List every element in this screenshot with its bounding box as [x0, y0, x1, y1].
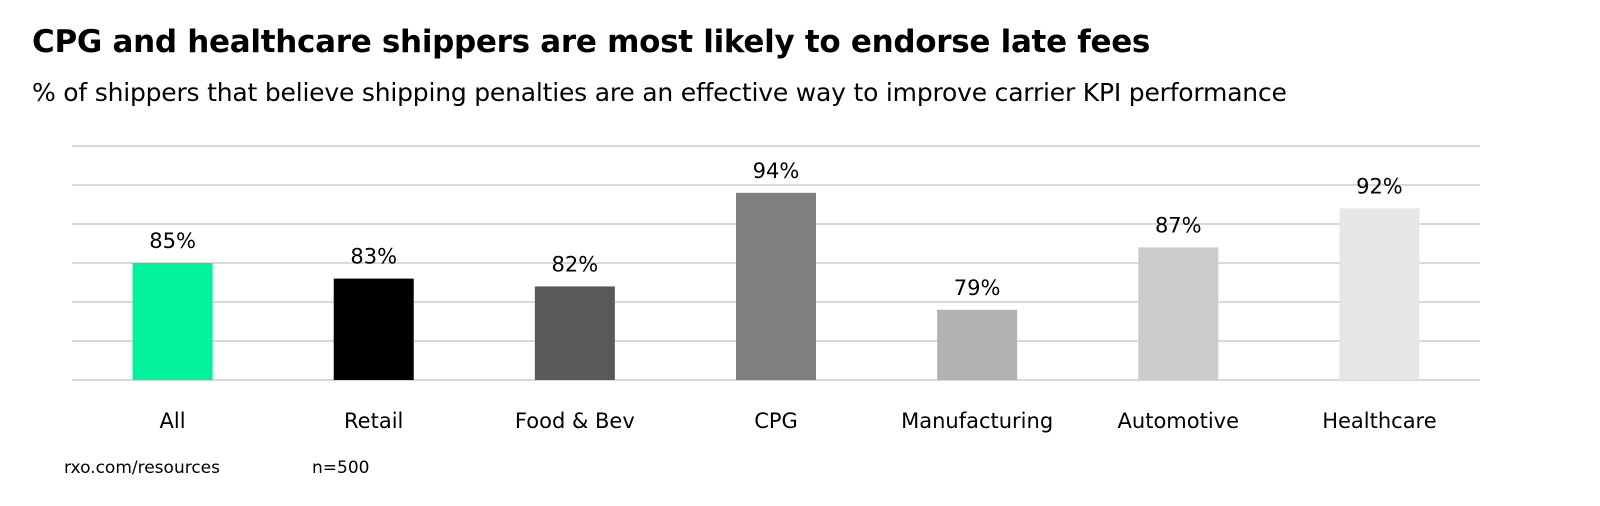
- x-tick-label: Healthcare: [1322, 409, 1436, 433]
- bar-manufacturing: [937, 309, 1018, 380]
- x-tick-label: Manufacturing: [901, 409, 1053, 433]
- chart-title: CPG and healthcare shippers are most lik…: [32, 24, 1151, 60]
- data-label: 79%: [954, 276, 1001, 300]
- data-label: 82%: [552, 252, 599, 276]
- bar-all: [132, 263, 213, 380]
- data-label: 83%: [350, 245, 397, 269]
- x-tick-label: Automotive: [1118, 409, 1239, 433]
- x-tick-label: Retail: [344, 409, 403, 433]
- source-text: rxo.com/resources: [64, 458, 220, 478]
- x-tick-label: Food & Bev: [515, 409, 635, 433]
- bar-healthcare: [1339, 208, 1420, 380]
- chart-subtitle: % of shippers that believe shipping pena…: [32, 78, 1287, 107]
- data-label: 87%: [1155, 213, 1202, 237]
- bar-cpg: [736, 192, 816, 380]
- bar-food-bev: [534, 286, 615, 380]
- data-label: 94%: [753, 159, 800, 183]
- bar-automotive: [1138, 247, 1219, 380]
- data-label: 92%: [1356, 174, 1403, 198]
- bar-retail: [333, 278, 414, 380]
- data-label: 85%: [149, 229, 196, 253]
- x-tick-label: CPG: [754, 409, 798, 433]
- sample-size-text: n=500: [312, 458, 370, 478]
- x-tick-label: All: [160, 409, 186, 433]
